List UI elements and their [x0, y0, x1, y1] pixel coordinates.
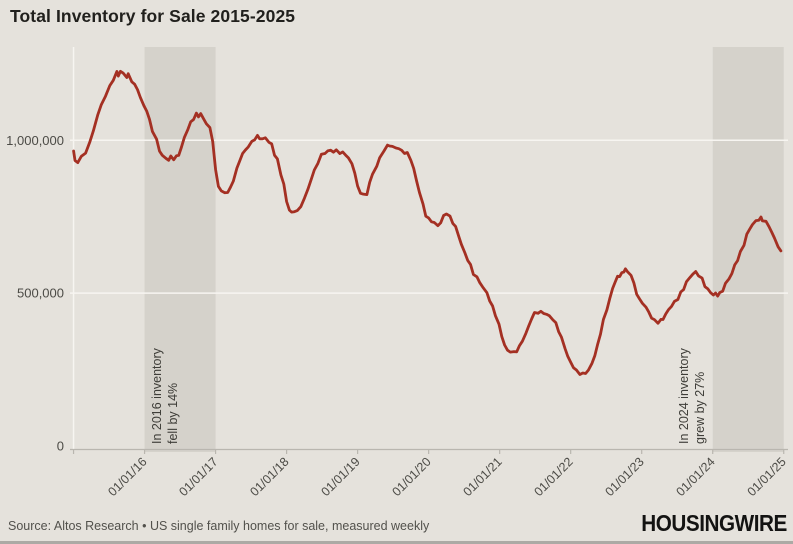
- x-tick-label: 01/01/22: [531, 455, 575, 499]
- x-tick-label: 01/01/21: [460, 455, 504, 499]
- annotation-2016: In 2016 inventory fell by 14%: [149, 348, 180, 444]
- x-tick-label: 01/01/23: [603, 455, 647, 499]
- x-tick-label: 01/01/25: [745, 455, 789, 499]
- x-tick-label: 01/01/20: [389, 455, 433, 499]
- chart-title: Total Inventory for Sale 2015-2025: [10, 6, 296, 26]
- source-note: Source: Altos Research • US single famil…: [8, 519, 430, 533]
- x-tick-label: 01/01/19: [318, 455, 362, 499]
- annotation-2024: In 2024 inventory grew by 27%: [676, 348, 707, 444]
- housingwire-logo: HOUSINGWIRE: [641, 510, 787, 536]
- x-tick-label: 01/01/17: [176, 455, 220, 499]
- x-tick-label: 01/01/24: [674, 455, 718, 499]
- highlight-band-2024: [712, 47, 784, 452]
- y-tick-label: 1,000,000: [6, 133, 64, 148]
- highlight-band-2016: [144, 47, 216, 452]
- y-tick-label: 500,000: [17, 286, 64, 301]
- x-tick-label: 01/01/16: [105, 455, 149, 499]
- x-tick-label: 01/01/18: [247, 455, 291, 499]
- inventory-series-line: [72, 69, 783, 376]
- y-tick-label: 0: [57, 439, 64, 454]
- bottom-border: [0, 541, 793, 544]
